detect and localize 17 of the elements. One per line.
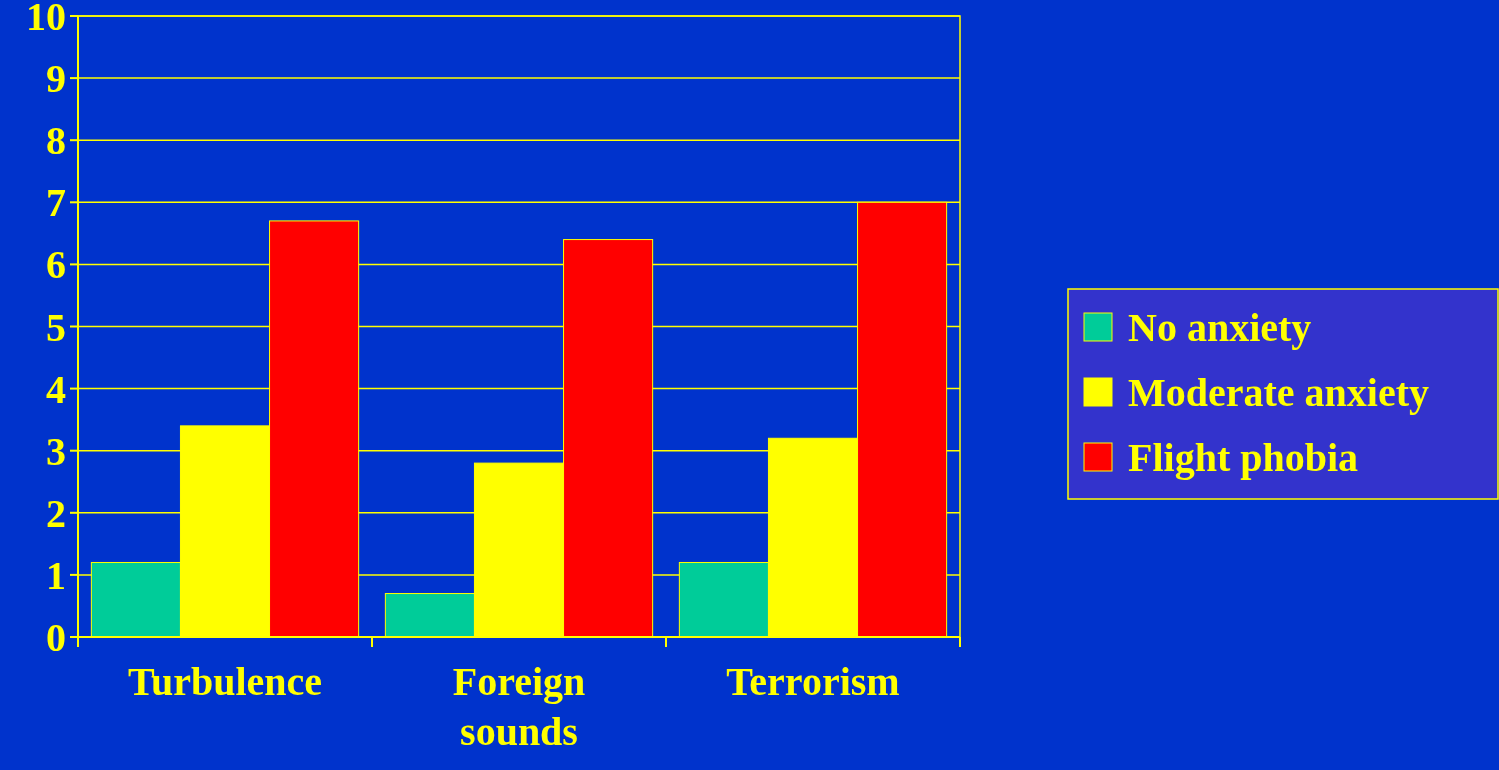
y-tick-label: 6 bbox=[46, 242, 66, 288]
x-tick-label: Turbulence bbox=[127, 659, 323, 704]
y-tick-label: 3 bbox=[46, 428, 66, 474]
legend-label: Moderate anxiety bbox=[1128, 370, 1430, 415]
y-tick-label: 8 bbox=[46, 118, 66, 164]
y-tick-label: 7 bbox=[46, 180, 66, 226]
x-tick-label: Terrorism bbox=[726, 659, 900, 704]
legend-label: No anxiety bbox=[1128, 305, 1312, 350]
y-tick-label: 2 bbox=[46, 490, 66, 536]
y-tick-label: 5 bbox=[46, 304, 66, 350]
y-tick-label: 0 bbox=[46, 615, 66, 660]
y-tick-label: 9 bbox=[46, 56, 66, 102]
y-tick-label: 10 bbox=[26, 0, 66, 39]
y-tick-label: 1 bbox=[46, 552, 66, 598]
y-tick-label: 4 bbox=[46, 366, 66, 412]
legend-label: Flight phobia bbox=[1128, 435, 1359, 480]
x-tick-label: Foreign sounds bbox=[452, 659, 586, 754]
